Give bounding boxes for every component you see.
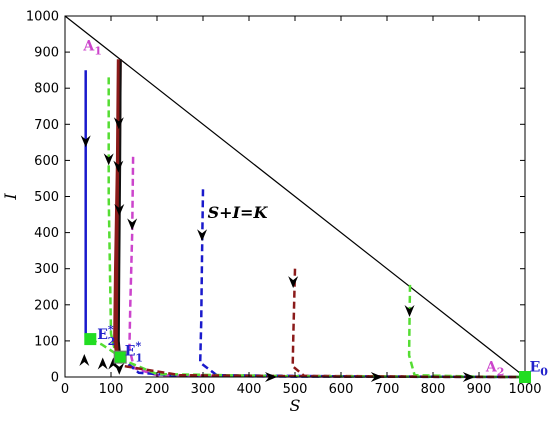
x-tick-label-6: 600 [329, 382, 354, 397]
equilibrium-E0 [519, 371, 531, 383]
y-tick-label-9: 900 [34, 46, 59, 61]
trajectory-11 [124, 364, 526, 379]
x-tick-label-10: 1000 [508, 382, 541, 397]
direction-arrow-11 [114, 362, 125, 375]
direction-arrow-12 [108, 357, 119, 370]
marks-layer: A1 A2 E0 E* 2 E* 1 [79, 38, 548, 383]
x-tick-label-9: 900 [467, 382, 492, 397]
trajectory-5 [198, 189, 526, 379]
x-axis-label: S [290, 396, 301, 415]
annotation-4: E* 1 [125, 339, 143, 364]
x-tick-label-5: 500 [283, 382, 308, 397]
trajectory-6 [291, 268, 526, 379]
y-tick-label-1: 100 [34, 334, 59, 349]
annotation-1: A2 [485, 360, 505, 379]
y-tick-label-10: 1000 [26, 10, 59, 25]
y-tick-label-7: 700 [34, 118, 59, 133]
trajectory-4 [128, 156, 526, 379]
x-tick-label-1: 100 [99, 382, 124, 397]
direction-arrow-5 [127, 218, 138, 231]
y-tick-label-4: 400 [34, 226, 59, 241]
trajectory-0 [84, 70, 91, 341]
trajectory-7 [407, 284, 526, 379]
direction-arrow-10 [97, 357, 108, 370]
annotation-0: A1 [82, 38, 102, 57]
direction-arrow-2 [113, 117, 124, 130]
direction-arrow-1 [103, 153, 114, 166]
y-tick-label-0: 0 [51, 371, 59, 386]
direction-arrow-6 [197, 229, 208, 242]
y-tick-label-8: 800 [34, 82, 59, 97]
equilibrium-E2star [84, 333, 97, 346]
direction-arrow-9 [79, 353, 90, 366]
x-tick-label-4: 400 [237, 382, 262, 397]
annotation-2: E0 [530, 360, 549, 379]
axes-layer: 0 100 200 300 400 500 600 700 800 900 1000 0 100 200 3… [26, 10, 542, 398]
x-tick-label-0: 0 [61, 382, 69, 397]
direction-arrow-3 [113, 160, 124, 173]
boundary-line-label: S+I=K [208, 203, 269, 222]
boundary-line [64, 15, 526, 378]
y-tick-label-5: 500 [34, 190, 59, 205]
x-tick-label-2: 200 [145, 382, 170, 397]
trajectory-3 [117, 59, 122, 358]
equilibrium-E1star [113, 350, 127, 364]
direction-arrow-0 [80, 135, 91, 148]
trajectory-layer [64, 15, 526, 379]
x-tick-label-3: 300 [191, 382, 216, 397]
y-tick-label-6: 600 [34, 154, 59, 169]
direction-arrow-4 [114, 203, 125, 216]
y-tick-label-2: 200 [34, 298, 59, 313]
direction-arrow-8 [404, 305, 415, 318]
annotation-3: E* 2 [97, 323, 115, 348]
y-tick-label-3: 300 [34, 262, 59, 277]
direction-arrow-14 [370, 372, 383, 382]
direction-arrow-15 [462, 372, 475, 382]
trajectory-10 [128, 361, 526, 379]
x-tick-label-7: 700 [375, 382, 400, 397]
direction-arrow-7 [288, 276, 299, 289]
direction-arrow-13 [265, 372, 277, 382]
y-axis-label: I [1, 193, 20, 201]
x-tick-label-8: 800 [421, 382, 446, 397]
